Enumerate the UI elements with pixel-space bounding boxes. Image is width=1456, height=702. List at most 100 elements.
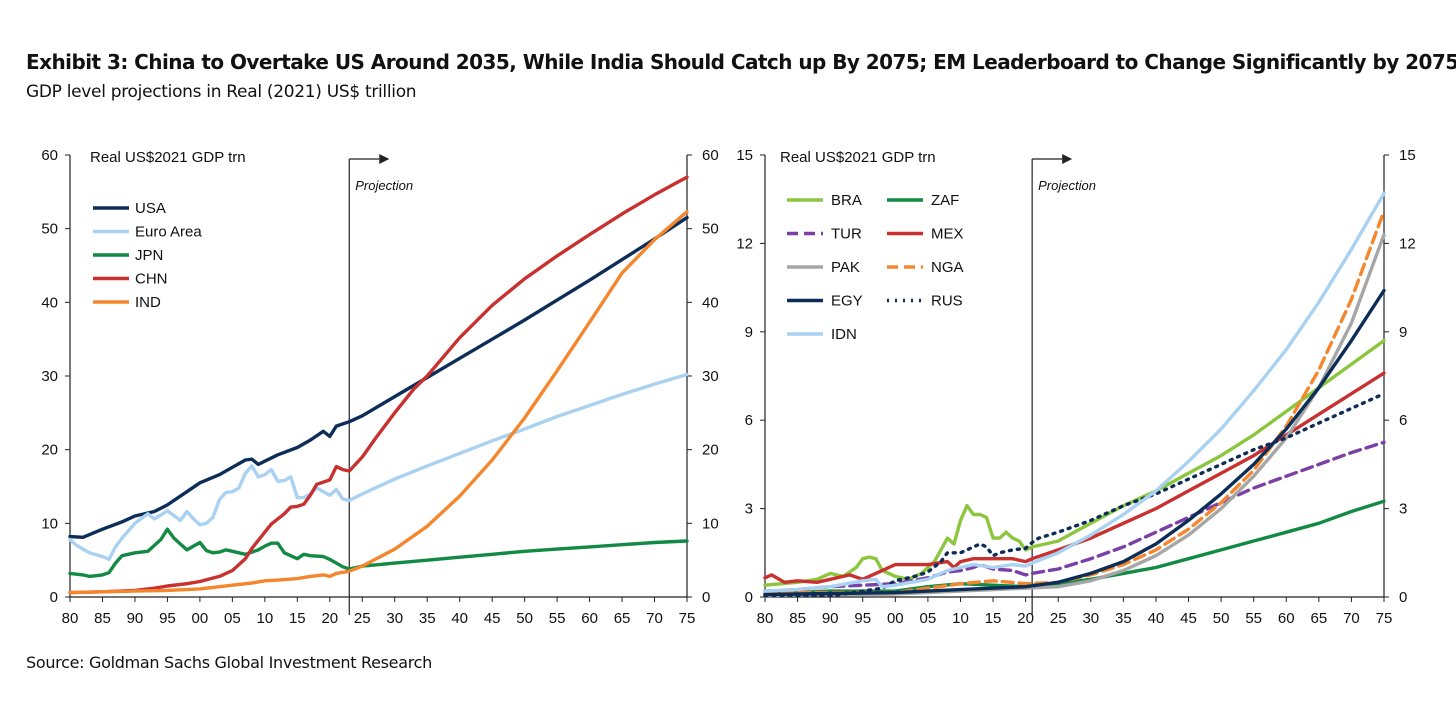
chart2-x-tick-label: 50	[1213, 610, 1230, 627]
chart1-x-tick-label: 00	[192, 610, 209, 627]
chart2-x-tick-label: 00	[887, 610, 904, 627]
chart2-x-tick-label: 70	[1343, 610, 1360, 627]
chart1-x-tick-label: 45	[484, 610, 501, 627]
chart2-x-tick-label: 95	[854, 610, 871, 627]
chart2-x-tick-label: 55	[1245, 610, 1262, 627]
chart1-y-tick-label: 40	[41, 294, 58, 311]
chart2-x-tick-label: 75	[1376, 610, 1393, 627]
chart2-y-tick-label: 9	[745, 324, 753, 341]
chart1-x-tick-label: 50	[516, 610, 533, 627]
chart2-legend-label-idn: IDN	[831, 326, 857, 343]
chart2-legend-label-tur: TUR	[831, 226, 862, 243]
chart1-y-axis-label: Real US$2021 GDP trn	[90, 149, 246, 166]
chart2-y-tick-label-right: 0	[1399, 589, 1407, 606]
chart1-x-tick-label: 65	[614, 610, 631, 627]
chart2-x-tick-label: 80	[757, 610, 774, 627]
chart2-x-tick-label: 85	[789, 610, 806, 627]
chart1-x-tick-label: 85	[94, 610, 111, 627]
chart1-y-tick-label: 20	[41, 442, 58, 459]
chart1-x-tick-label: 95	[159, 610, 176, 627]
chart1-x-tick-label: 60	[581, 610, 598, 627]
chart1-y-tick-label-right: 0	[702, 589, 710, 606]
chart2-series-mex	[763, 371, 1386, 584]
chart1-legend-label-ind: IND	[135, 294, 161, 311]
chart2-legend-label-pak: PAK	[831, 259, 860, 276]
chart1-y-tick-label-right: 50	[702, 221, 719, 238]
chart2-x-tick-label: 25	[1050, 610, 1067, 627]
page-title: Exhibit 3: China to Overtake US Around 2…	[26, 50, 1456, 74]
chart1-series-ind	[68, 210, 689, 595]
chart1-x-tick-label: 70	[646, 610, 663, 627]
chart2-y-tick-label-right: 3	[1399, 501, 1407, 518]
chart2-series-pak	[763, 232, 1386, 598]
chart1-x-tick-label: 10	[256, 610, 273, 627]
chart2-x-tick-label: 60	[1278, 610, 1295, 627]
chart2-x-tick-label: 15	[985, 610, 1002, 627]
chart2-y-tick-label: 12	[736, 235, 753, 252]
chart2-projection-arrow-icon	[1062, 154, 1073, 164]
chart2-series-idn	[763, 191, 1386, 593]
chart2-y-tick-label: 6	[745, 412, 753, 429]
page-subtitle: GDP level projections in Real (2021) US$…	[26, 82, 417, 102]
chart2-y-tick-label-right: 15	[1399, 147, 1416, 164]
chart1-x-tick-label: 05	[224, 610, 241, 627]
chart2-y-tick-label-right: 12	[1399, 235, 1416, 252]
chart2-series-bra	[763, 338, 1386, 587]
chart2-legend-label-rus: RUS	[931, 293, 963, 310]
chart1-y-tick-label: 50	[41, 221, 58, 238]
chart2-series-tur	[763, 440, 1386, 593]
chart2-x-tick-label: 45	[1180, 610, 1197, 627]
chart1-legend-label-euro-area: Euro Area	[135, 224, 202, 241]
chart1-x-tick-label: 30	[386, 610, 403, 627]
chart2-series-nga	[763, 209, 1386, 595]
chart2-legend-label-bra: BRA	[831, 192, 862, 209]
chart2-x-tick-label: 90	[822, 610, 839, 627]
chart2-x-tick-label: 65	[1310, 610, 1327, 627]
chart2-x-tick-label: 05	[920, 610, 937, 627]
chart2-x-tick-label: 10	[952, 610, 969, 627]
chart2-series-egy	[763, 288, 1386, 597]
chart1-y-tick-label-right: 30	[702, 368, 719, 385]
chart2-legend-label-egy: EGY	[831, 293, 863, 310]
chart2-y-tick-label-right: 9	[1399, 324, 1407, 341]
chart1-y-tick-label: 0	[50, 589, 58, 606]
chart2-x-tick-label: 30	[1082, 610, 1099, 627]
chart1-x-tick-label: 90	[127, 610, 144, 627]
chart1-y-tick-label: 30	[41, 368, 58, 385]
chart1-x-tick-label: 35	[419, 610, 436, 627]
chart2-legend-label-zaf: ZAF	[931, 192, 959, 209]
chart2-projection-label: Projection	[1038, 178, 1096, 193]
chart1-y-tick-label: 10	[41, 515, 58, 532]
chart1-x-tick-label: 25	[354, 610, 371, 627]
chart1-x-tick-label: 55	[549, 610, 566, 627]
chart1-projection-label: Projection	[355, 178, 413, 193]
chart1-legend-label-jpn: JPN	[135, 247, 163, 264]
chart2-x-tick-label: 20	[1017, 610, 1034, 627]
chart2-legend-label-nga: NGA	[931, 259, 964, 276]
chart1-y-tick-label-right: 60	[702, 147, 719, 164]
source-note: Source: Goldman Sachs Global Investment …	[26, 653, 432, 672]
chart2-y-tick-label: 3	[745, 501, 753, 518]
chart1-projection-arrow-icon	[379, 154, 390, 164]
chart2-y-tick-label-right: 6	[1399, 412, 1407, 429]
chart2-y-tick-label: 0	[745, 589, 753, 606]
chart2-x-tick-label: 40	[1148, 610, 1165, 627]
chart1-y-tick-label: 60	[41, 147, 58, 164]
chart1-series-jpn	[68, 527, 689, 579]
chart2-y-axis-label: Real US$2021 GDP trn	[780, 149, 936, 166]
chart1-x-tick-label: 20	[321, 610, 338, 627]
chart1-series-chn	[68, 175, 689, 595]
chart1-y-tick-label-right: 40	[702, 294, 719, 311]
chart1-x-tick-label: 80	[62, 610, 79, 627]
chart1-legend-label-chn: CHN	[135, 271, 168, 288]
chart2-legend-label-mex: MEX	[931, 226, 964, 243]
chart1-x-tick-label: 15	[289, 610, 306, 627]
chart1-x-tick-label: 40	[451, 610, 468, 627]
chart1-y-tick-label-right: 10	[702, 515, 719, 532]
chart2-x-tick-label: 35	[1115, 610, 1132, 627]
chart1-series-euro-area	[68, 372, 689, 562]
chart1-x-tick-label: 75	[679, 610, 696, 627]
chart1-y-tick-label-right: 20	[702, 442, 719, 459]
